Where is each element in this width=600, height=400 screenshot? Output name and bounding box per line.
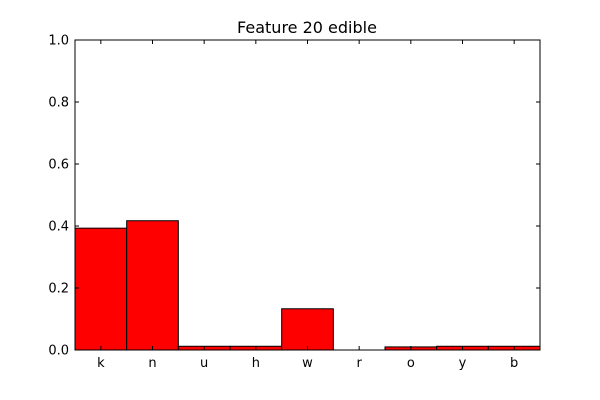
x-tick-label: u <box>200 356 208 371</box>
y-tick-label: 0.6 <box>48 158 69 173</box>
x-tick-label: w <box>302 356 313 371</box>
x-tick-label: o <box>407 356 415 371</box>
y-tick-label: 1.0 <box>48 34 69 49</box>
bar-n <box>126 220 179 351</box>
x-tick-label: k <box>97 356 105 371</box>
y-tick-label: 0.4 <box>48 220 69 235</box>
y-axis-ticks: 0.0 0.2 0.4 0.6 0.8 1.0 <box>48 34 540 359</box>
x-tick-label: h <box>252 356 260 371</box>
y-tick-label: 0.0 <box>48 344 69 359</box>
y-tick-label: 0.8 <box>48 96 69 111</box>
x-tick-label: y <box>459 356 467 371</box>
y-tick-label: 0.2 <box>48 282 69 297</box>
bar-k <box>74 227 128 351</box>
x-tick-label: n <box>148 356 156 371</box>
bar-w <box>281 308 334 351</box>
x-tick-label: b <box>510 356 518 371</box>
bars-group <box>74 220 541 351</box>
plot-frame <box>74 39 541 351</box>
chart-title: Feature 20 edible <box>237 18 377 37</box>
x-tick-label: r <box>356 356 362 371</box>
